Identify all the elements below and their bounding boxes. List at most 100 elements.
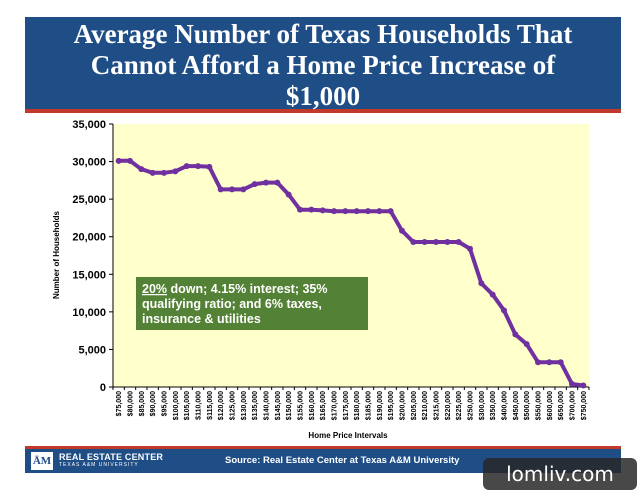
y-tick-label: 15,000 [72,269,106,281]
y-tick-label: 5,000 [78,344,106,356]
x-tick-label: $95,000 [162,391,169,416]
x-tick-label: $175,000 [343,391,350,420]
x-tick-label: $210,000 [422,391,429,420]
x-axis: $75,000 $80,000 $85,000 $90,000 $95,000 $100,… [112,386,590,420]
annotation-line-3: insurance & utilities [142,312,261,326]
data-point [149,169,156,176]
tamu-logo: ĀM [31,452,53,470]
x-tick-label: $145,000 [275,391,282,420]
data-point [501,307,507,314]
x-tick-label: $195,000 [388,391,395,420]
data-point [489,291,496,298]
footer-org-name: REAL ESTATE CENTER [59,452,164,462]
y-axis-label: Number of Households [52,210,61,299]
line-chart: 0 5,000 10,000 15,000 20,000 25,000 30,000 35,0… [52,119,590,440]
x-tick-label: $135,000 [252,391,259,420]
data-point [410,238,417,245]
data-point [240,186,247,193]
data-point [161,169,167,176]
x-tick-label: $105,000 [184,391,191,420]
x-tick-label: $185,000 [366,391,373,420]
data-point [138,166,145,173]
data-point [206,163,213,170]
x-tick-label: $160,000 [309,391,316,420]
data-point [433,238,439,245]
x-tick-label: $700,000 [570,391,577,420]
data-point [569,380,575,387]
x-tick-label: $165,000 [320,391,327,420]
data-point [546,359,553,366]
data-point [455,238,462,245]
x-tick-label: $650,000 [558,391,565,420]
plot-area [113,124,589,387]
data-point [274,179,281,186]
annotation-line-1: 20% down; 4.15% interest; 35% [142,282,328,296]
x-tick-label: $110,000 [196,391,203,420]
x-tick-label: $150,000 [286,391,293,420]
x-tick-label: $205,000 [411,391,418,420]
data-point [285,191,292,198]
title-line-1: Average Number of Texas Households That [73,19,573,49]
y-tick-label: 10,000 [72,307,106,319]
data-point [535,359,541,366]
x-tick-label: $85,000 [139,391,146,416]
data-point [467,245,473,252]
footer-org-subtitle: TEXAS A&M UNIVERSITY [59,462,139,468]
title-line-3: $1,000 [285,81,361,111]
x-tick-label: $125,000 [230,391,237,420]
data-point [512,331,519,338]
x-tick-label: $750,000 [581,391,588,420]
data-point [217,186,224,193]
annotation-box: 20% down; 4.15% interest; 35% qualifying… [136,277,368,330]
data-point [308,206,315,213]
x-tick-label: $400,000 [502,391,509,420]
data-point [523,341,530,348]
title-banner: Average Number of Texas Households That … [25,17,621,113]
data-point [387,208,394,215]
x-axis-label: Home Price Intervals [308,431,388,440]
data-point [421,238,428,245]
y-tick-label: 35,000 [72,119,106,131]
data-point [353,208,360,215]
data-point [365,208,371,215]
x-tick-label: $170,000 [332,391,339,420]
x-tick-label: $90,000 [150,391,157,416]
x-tick-label: $225,000 [456,391,463,420]
annotation-line-1-rest: down; 4.15% interest; 35% [167,282,327,296]
data-point [319,207,326,214]
y-tick-label: 30,000 [72,157,106,169]
x-tick-label: $200,000 [400,391,407,420]
x-tick-label: $300,000 [479,391,486,420]
data-point [444,238,451,245]
data-point [263,179,269,186]
y-tick-label: 20,000 [72,232,106,244]
x-tick-label: $100,000 [173,391,180,420]
watermark: lomliv.com [483,458,637,490]
y-tick-label: 25,000 [72,194,106,206]
data-point [342,208,349,215]
data-point [376,208,383,215]
data-point [399,227,405,234]
x-tick-label: $115,000 [207,391,214,420]
x-tick-label: $140,000 [264,391,271,420]
x-tick-label: $550,000 [536,391,543,420]
data-point [557,359,564,366]
x-tick-label: $500,000 [524,391,531,420]
data-point [251,181,258,188]
data-point [172,168,179,175]
x-tick-label: $600,000 [547,391,554,420]
data-point [183,163,190,170]
data-point [229,186,235,193]
x-tick-label: $190,000 [377,391,384,420]
x-tick-label: $75,000 [116,391,123,416]
data-point [478,280,485,287]
x-tick-label: $250,000 [468,391,475,420]
data-point [115,157,122,164]
data-point [195,163,201,170]
x-tick-label: $180,000 [354,391,361,420]
chart-title: Average Number of Texas Households That … [25,19,621,112]
y-axis: 0 5,000 10,000 15,000 20,000 25,000 30,000 35,0… [72,119,114,394]
x-tick-label: $155,000 [298,391,305,420]
data-point [127,157,133,164]
series-line-group [115,157,587,389]
